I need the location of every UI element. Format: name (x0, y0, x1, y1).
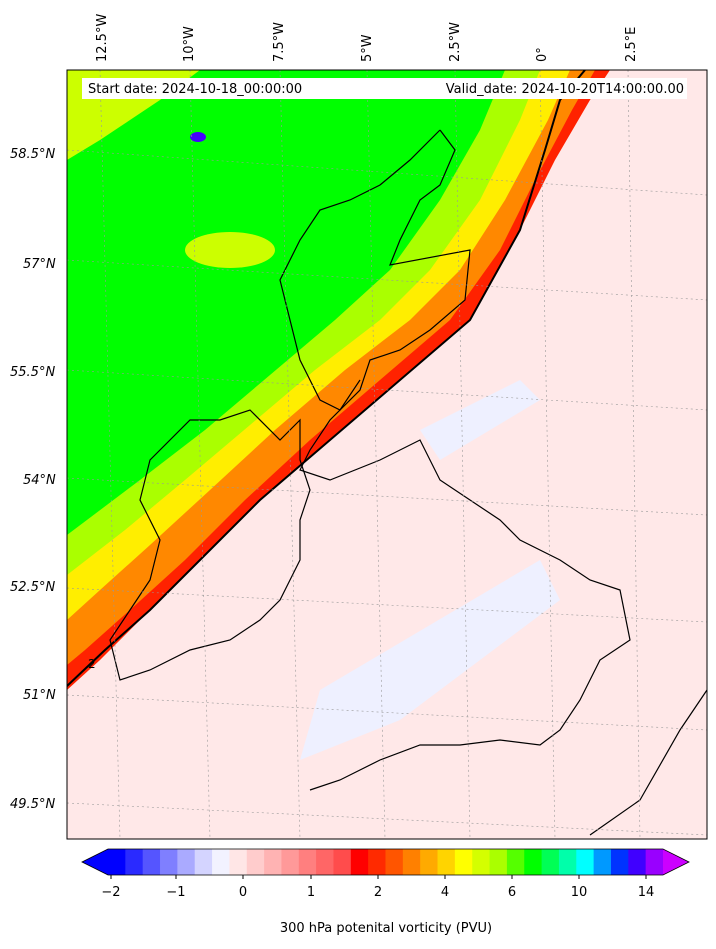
colorbar-swatch (333, 849, 352, 875)
lat-label-52.5n: 52.5°N (10, 580, 55, 595)
colorbar-swatch (437, 849, 456, 875)
lon-label-12.5w: 12.5°W (95, 14, 110, 62)
colorbar-swatch (246, 849, 265, 875)
graticule (67, 70, 707, 839)
colorbar-swatch (350, 849, 369, 875)
colorbar-over-arrow (663, 849, 689, 875)
colorbar-swatch (610, 849, 629, 875)
colorbar-swatch (628, 849, 647, 875)
lon-label-2.5w: 2.5°W (448, 22, 463, 62)
latitude-labels: 58.5°N 57°N 55.5°N 54°N 52.5°N 51°N 49.5… (10, 147, 56, 812)
lat-label-55.5n: 55.5°N (10, 365, 55, 380)
colorbar-swatch (420, 849, 439, 875)
colorbar-swatch (645, 849, 664, 875)
colorbar-swatch (281, 849, 300, 875)
colorbar-swatch (298, 849, 317, 875)
lat-label-49.5n: 49.5°N (10, 797, 55, 812)
lon-label-7.5w: 7.5°W (272, 22, 287, 62)
colorbar-tick-label: 0 (239, 885, 247, 900)
colorbar-swatch (385, 849, 404, 875)
colorbar-tick-label: −2 (101, 885, 120, 900)
colorbar-swatch (177, 849, 196, 875)
colorbar-ticks: −2 −1 0 1 2 4 6 10 14 (101, 875, 654, 900)
colorbar-swatch (142, 849, 161, 875)
start-date-label: Start date: 2024-10-18_00:00:00 (88, 82, 302, 97)
lon-label-2.5e: 2.5°E (624, 27, 639, 62)
map-frame (66, 69, 708, 840)
colorbar: −2 −1 0 1 2 4 6 10 14 300 hPa potenital vorticit… (81, 848, 690, 936)
pv-max-spot (190, 132, 206, 142)
colorbar-tick-label: 4 (441, 885, 449, 900)
colorbar-label: 300 hPa potenital vorticity (PVU) (280, 921, 492, 936)
longitude-labels: 12.5°W 10°W 7.5°W 5°W 2.5°W 0° 2.5°E (95, 14, 639, 62)
valid-date-label: Valid_date: 2024-10-20T14:00:00.00 (446, 82, 684, 97)
lat-label-58.5n: 58.5°N (10, 147, 55, 162)
scotland-west-coastline (279, 129, 441, 411)
contour-label: 2 (88, 657, 96, 671)
colorbar-swatch (402, 849, 421, 875)
colorbar-tick-label: 14 (638, 885, 655, 900)
colorbar-swatch (194, 849, 213, 875)
colorbar-swatch (125, 849, 144, 875)
lat-label-51n: 51°N (23, 688, 56, 703)
lat-label-57n: 57°N (23, 257, 56, 272)
pv-2-contour (67, 70, 586, 687)
colorbar-swatch (368, 849, 386, 875)
colorbar-swatch (264, 849, 282, 875)
colorbar-swatch (541, 849, 560, 875)
colorbar-swatch (316, 849, 334, 875)
colorbar-swatch (489, 849, 508, 875)
colorbar-swatch (212, 849, 230, 875)
colorbar-outline (81, 848, 690, 876)
colorbar-swatch (472, 849, 491, 875)
colorbar-under-arrow (82, 849, 108, 875)
colorbar-tick-label: 1 (307, 885, 315, 900)
colorbar-tick-label: 10 (571, 885, 588, 900)
colorbar-swatch (506, 849, 525, 875)
ireland-coastline (109, 409, 311, 681)
colorbar-tick-label: 6 (508, 885, 516, 900)
map-panel: 2 Start date: 2024-10-18_00:00:00 Valid_… (67, 70, 707, 839)
colorbar-swatch (229, 849, 248, 875)
lat-label-54n: 54°N (23, 473, 56, 488)
pv-pocket-2 (185, 232, 275, 268)
colorbar-swatch (160, 849, 178, 875)
colorbar-tick-label: −1 (166, 885, 185, 900)
colorbar-swatch (454, 849, 473, 875)
lon-label-0: 0° (535, 47, 550, 62)
great-britain-coastline (299, 129, 631, 791)
negative-pv-patch (300, 560, 560, 760)
colorbar-swatch (524, 849, 543, 875)
colorbar-swatch (108, 849, 126, 875)
lon-label-5w: 5°W (360, 34, 375, 62)
negative-pv-patch-2 (420, 380, 540, 460)
colorbar-tick-label: 2 (374, 885, 382, 900)
header-box (82, 78, 687, 99)
lon-label-10w: 10°W (182, 26, 197, 62)
france-coastline (589, 689, 707, 836)
colorbar-swatch (558, 849, 577, 875)
colorbar-swatch (576, 849, 595, 875)
colorbar-swatch (593, 849, 612, 875)
colorbar-segments (108, 849, 664, 875)
